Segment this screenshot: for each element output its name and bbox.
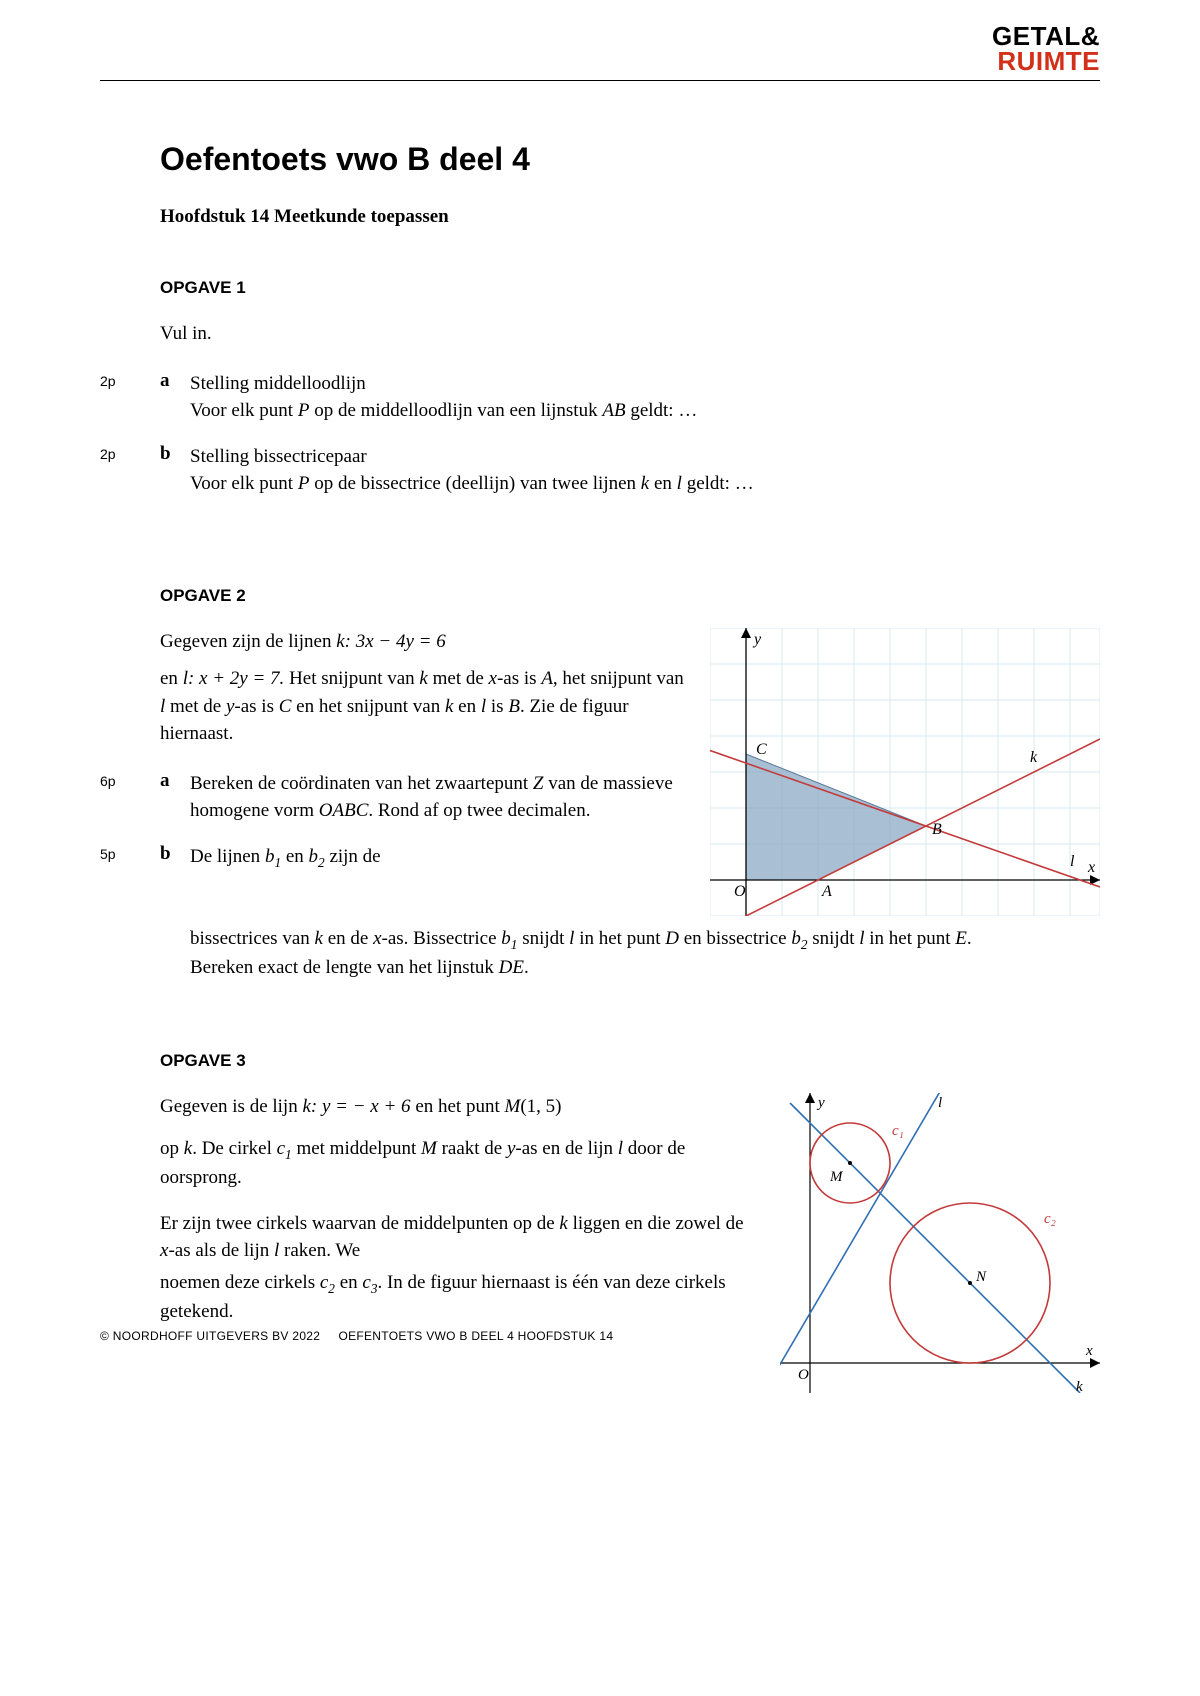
- page-title: Oefentoets vwo B deel 4: [160, 141, 1100, 178]
- svg-text:O: O: [734, 883, 746, 900]
- page: GETAL& RUIMTE Oefentoets vwo B deel 4 Ho…: [0, 0, 1200, 1696]
- opgave1-b: 2p b Stelling bissectricepaar Voor elk p…: [100, 443, 1100, 498]
- opgave3-p3: Er zijn twee cirkels waarvan de middelpu…: [160, 1210, 760, 1265]
- opgave2-label: OPGAVE 2: [160, 586, 1100, 606]
- opgave2-b: 5p b De lijnen b1 en b2 zijn de: [100, 843, 690, 872]
- brand-logo: GETAL& RUIMTE: [992, 24, 1100, 73]
- svg-text:k: k: [1030, 749, 1038, 766]
- opgave3-figure: M N O y x c₁ c₂ l k: [780, 1093, 1100, 1398]
- top-rule: [100, 80, 1100, 81]
- question-text: Bereken de coördinaten van het zwaartepu…: [190, 770, 690, 825]
- question-text: Stelling middelloodlijn Voor elk punt P …: [190, 370, 1100, 425]
- svg-text:x: x: [1087, 859, 1095, 876]
- svg-text:y: y: [816, 1095, 825, 1111]
- svg-text:N: N: [975, 1269, 987, 1285]
- opgave3-label: OPGAVE 3: [160, 1051, 1100, 1071]
- opgave1-label: OPGAVE 1: [160, 278, 1100, 298]
- svg-text:y: y: [752, 631, 762, 648]
- svg-text:M: M: [829, 1169, 844, 1185]
- opgave1-intro: Vul in.: [160, 320, 1100, 348]
- svg-text:c₂: c₂: [1044, 1211, 1056, 1227]
- opgave2-block: Gegeven zijn de lijnen k: 3x − 4y = 6 en…: [100, 628, 1100, 921]
- points: 2p: [100, 443, 140, 462]
- svg-text:O: O: [798, 1367, 809, 1383]
- brand-line2: RUIMTE: [992, 49, 1100, 74]
- figure-svg: y x O A B C k l: [710, 628, 1100, 916]
- opgave3-p4: noemen deze cirkels c2 en c3. In de figu…: [160, 1269, 760, 1326]
- opgave1-a: 2p a Stelling middelloodlijn Voor elk pu…: [100, 370, 1100, 425]
- part-letter: a: [160, 770, 190, 792]
- opgave3-p1: Gegeven is de lijn k: y = − x + 6 en het…: [160, 1093, 760, 1121]
- svg-text:x: x: [1085, 1343, 1093, 1359]
- svg-text:l: l: [1070, 853, 1075, 870]
- part-letter: b: [160, 443, 190, 465]
- svg-text:c₁: c₁: [892, 1123, 904, 1139]
- opgave2-figure: y x O A B C k l: [710, 628, 1100, 921]
- svg-text:k: k: [1076, 1379, 1083, 1393]
- opgave2-a: 6p a Bereken de coördinaten van het zwaa…: [100, 770, 690, 825]
- opgave3-p2: op k. De cirkel c1 met middelpunt M raak…: [160, 1135, 760, 1192]
- subtitle: Hoofdstuk 14 Meetkunde toepassen: [160, 206, 1100, 228]
- brand-line1: GETAL&: [992, 24, 1100, 49]
- figure-svg: M N O y x c₁ c₂ l k: [780, 1093, 1100, 1393]
- opgave3-block: Gegeven is de lijn k: y = − x + 6 en het…: [100, 1093, 1100, 1398]
- points: 5p: [100, 843, 140, 862]
- svg-text:A: A: [821, 883, 832, 900]
- svg-text:B: B: [932, 821, 942, 838]
- footer: © NOORDHOFF UITGEVERS BV 2022 OEFENTOETS…: [100, 1329, 760, 1343]
- svg-text:l: l: [938, 1095, 942, 1111]
- svg-text:C: C: [756, 741, 767, 758]
- opgave2-b-cont: bissectrices van k en de x-as. Bissectri…: [190, 925, 1100, 982]
- opgave2-intro2: en l: x + 2y = 7. Het snijpunt van k met…: [160, 665, 690, 748]
- points: 2p: [100, 370, 140, 389]
- question-text: Stelling bissectricepaar Voor elk punt P…: [190, 443, 1100, 498]
- points: 6p: [100, 770, 140, 789]
- opgave2-intro: Gegeven zijn de lijnen k: 3x − 4y = 6: [160, 628, 690, 656]
- part-letter: a: [160, 370, 190, 392]
- question-text: De lijnen b1 en b2 zijn de: [190, 843, 690, 872]
- part-letter: b: [160, 843, 190, 865]
